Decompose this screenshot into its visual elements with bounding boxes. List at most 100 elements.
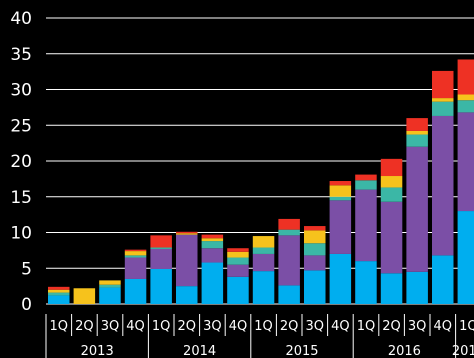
bar-segment [176, 286, 198, 304]
y-tick-label: 30 [10, 81, 32, 101]
y-tick-label: 10 [10, 224, 32, 244]
bar-segment [329, 185, 352, 197]
bar-segment [252, 271, 275, 304]
y-tick-label: 40 [10, 9, 32, 29]
x-tick-label: 4Q [229, 319, 248, 334]
bar-segment [176, 233, 198, 235]
x-tick-label: 2Q [280, 319, 299, 334]
bar-segment [227, 264, 249, 277]
y-tick-label: 5 [21, 259, 32, 279]
bar-segment [201, 248, 224, 263]
bar-segment [227, 248, 249, 252]
bar-segment [278, 229, 300, 236]
bar-segment [150, 247, 172, 249]
bar-segment [457, 100, 474, 113]
bar-segment [150, 235, 172, 248]
bar-segment [176, 231, 198, 234]
year-label: 2015 [285, 344, 318, 358]
bar-segment [304, 270, 326, 304]
bar-segment [406, 130, 428, 135]
bar-segment [329, 253, 352, 304]
bar-segment [227, 257, 249, 265]
bar-segment [380, 158, 403, 177]
bar-segment [48, 289, 70, 293]
bar-segment [329, 181, 352, 186]
y-tick-label: 25 [10, 116, 32, 136]
x-tick-label: 3Q [408, 319, 427, 334]
bar-segment [278, 285, 300, 304]
y-tick-label: 35 [10, 45, 32, 65]
year-label: 2014 [183, 344, 216, 358]
bar-segment [432, 70, 454, 99]
x-tick-label: 1Q [49, 319, 68, 334]
x-axis: 1Q 2Q 3Q 4Q 1Q 2Q 3Q 4Q 1Q 2Q 3Q 4Q 1Q 2Q 3Q 4Q 1Q 2013 20… [45, 314, 474, 358]
bar-segment [380, 273, 403, 304]
bar-segment [380, 176, 403, 188]
bar-segment [355, 189, 377, 262]
bar-segment [406, 146, 428, 272]
bar-segment [124, 278, 147, 304]
year-label: 2017 [452, 344, 474, 358]
bar-segment [329, 196, 352, 201]
bar-segment [48, 295, 70, 304]
bar-segment [124, 257, 147, 279]
x-tick-label: 1Q [254, 319, 273, 334]
bar-segment [329, 200, 352, 254]
bar-segment [124, 255, 147, 258]
bar-segment [201, 262, 224, 304]
x-tick-label: 4Q [126, 319, 145, 334]
bar-segment [406, 134, 428, 147]
bar-segment [252, 253, 275, 272]
bar-segment [432, 98, 454, 102]
bar-segment [457, 112, 474, 212]
bar-segment [380, 187, 403, 202]
bar-segment [304, 243, 326, 256]
x-tick-label: 3Q [305, 319, 324, 334]
x-tick-label: 2Q [177, 319, 196, 334]
bar-segment [304, 226, 326, 231]
bar-segment [355, 180, 377, 190]
x-tick-label: 2Q [382, 319, 401, 334]
x-tick-label: 1Q [152, 319, 171, 334]
bars [48, 59, 474, 304]
year-label: 2016 [388, 344, 421, 358]
y-tick-label: 0 [21, 295, 32, 315]
bar-segment [380, 201, 403, 274]
bar-segment [124, 251, 147, 256]
bar-segment [457, 94, 474, 101]
bar-segment [406, 271, 428, 304]
x-tick-label: 1Q [357, 319, 376, 334]
bar-segment [201, 241, 224, 249]
x-tick-label: 4Q [331, 319, 350, 334]
x-tick-label: 3Q [101, 319, 120, 334]
bar-segment [176, 234, 198, 287]
bar-segment [201, 238, 224, 242]
bar-segment [252, 236, 275, 248]
x-tick-label: 1Q [459, 319, 474, 334]
bar-segment [355, 261, 377, 304]
bar-segment [304, 255, 326, 271]
x-tick-label: 3Q [203, 319, 222, 334]
x-tick-label: 2Q [75, 319, 94, 334]
y-tick-label: 20 [10, 152, 32, 172]
y-tick-label: 15 [10, 188, 32, 208]
bar-segment [457, 211, 474, 304]
bar-segment [99, 287, 121, 304]
bar-segment [278, 218, 300, 230]
bar-segment [48, 286, 70, 290]
grid-lines [46, 17, 474, 305]
bar-segment [432, 101, 454, 116]
bar-segment [457, 59, 474, 95]
bar-segment [150, 248, 172, 269]
bar-segment [304, 230, 326, 244]
bar-segment [252, 247, 275, 254]
bar-segment [406, 118, 428, 131]
bar-segment [355, 174, 377, 181]
bar-segment [278, 235, 300, 286]
bar-segment [150, 268, 172, 304]
bar-segment [432, 115, 454, 256]
bar-segment [227, 276, 249, 304]
bar-segment [124, 249, 147, 252]
year-label: 2013 [81, 344, 114, 358]
